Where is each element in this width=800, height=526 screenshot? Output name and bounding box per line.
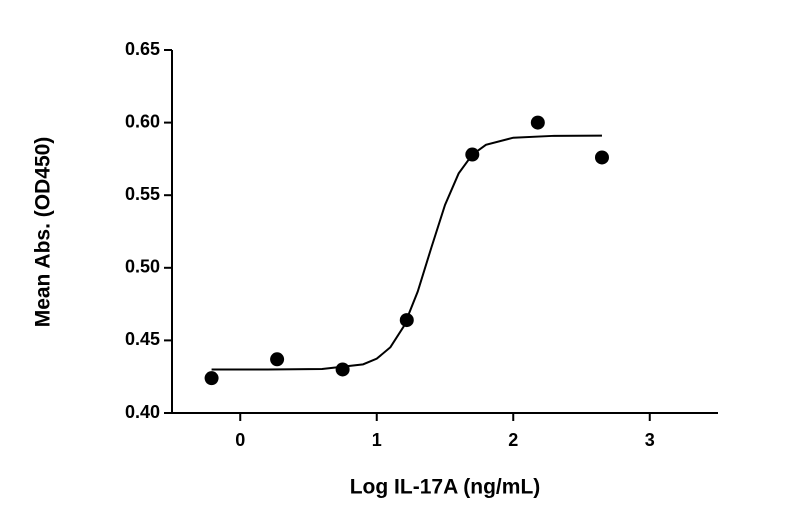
data-point [335, 362, 350, 377]
data-point [530, 115, 545, 130]
y-tick-label: 0.50 [125, 257, 160, 277]
x-tick-label: 1 [372, 430, 382, 450]
y-axis-label: Mean Abs. (OD450) [32, 137, 55, 328]
x-tick-label: 0 [235, 430, 245, 450]
data-point [465, 147, 480, 162]
data-point [204, 371, 219, 386]
y-tick-label: 0.40 [125, 402, 160, 422]
x-tick-label: 2 [508, 430, 518, 450]
y-tick-label: 0.60 [125, 111, 160, 131]
fit-curve [211, 134, 602, 371]
x-axis-label: Log IL-17A (ng/mL) [350, 476, 541, 499]
data-point [594, 150, 609, 165]
x-tick-label: 3 [645, 430, 655, 450]
data-point [270, 352, 285, 367]
y-tick-label: 0.65 [125, 39, 160, 59]
data-point [399, 313, 414, 328]
y-tick-label: 0.45 [125, 329, 160, 349]
y-tick-label: 0.55 [125, 184, 160, 204]
